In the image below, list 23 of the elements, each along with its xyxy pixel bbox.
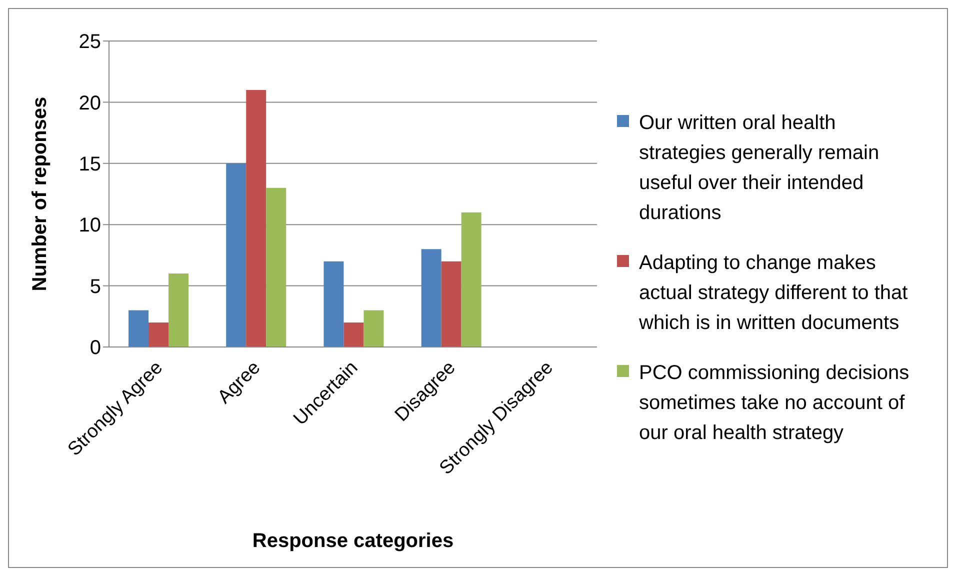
- legend-label: PCO commissioning decisions sometimes take no account of our oral health strategy: [639, 361, 910, 446]
- bar: [168, 274, 189, 347]
- bar: [246, 90, 266, 347]
- y-tick-label: 5: [90, 276, 101, 298]
- y-axis-title: Number of reponses: [29, 96, 52, 292]
- bar: [324, 261, 344, 347]
- bar: [344, 322, 364, 347]
- bar: [226, 163, 246, 347]
- bar: [266, 188, 286, 347]
- bar: [148, 322, 169, 347]
- y-tick-label: 20: [78, 92, 101, 114]
- x-axis-title: Response categories: [252, 530, 454, 552]
- legend-label: Adapting to change makes actual strategy different to that which is in written documents: [639, 251, 909, 336]
- y-tick-label: 10: [78, 214, 101, 237]
- bar: [441, 261, 462, 347]
- y-tick-label: 0: [90, 337, 101, 360]
- y-tick-label: 15: [78, 154, 101, 176]
- legend-label: Our written oral health strategies generally remain useful over their intended durations: [639, 111, 880, 226]
- y-tick-label: 25: [78, 31, 101, 54]
- bar: [128, 310, 149, 347]
- bar: [461, 212, 482, 347]
- bar: [364, 310, 384, 347]
- bar: [421, 249, 442, 347]
